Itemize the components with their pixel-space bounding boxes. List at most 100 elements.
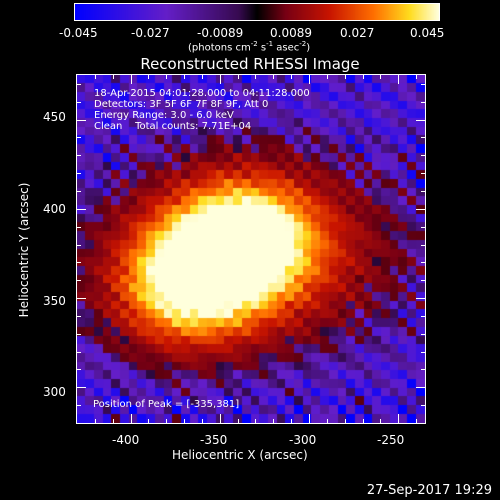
- axis-tick: [362, 419, 364, 423]
- axis-tick: [255, 75, 257, 79]
- axis-tick: [148, 75, 150, 79]
- colorbar-units: (photons cm-2 s-1 asec-2): [188, 40, 311, 54]
- x-tick-label: -350: [200, 433, 228, 447]
- axis-tick: [166, 419, 168, 423]
- axis-tick: [398, 75, 400, 84]
- axis-tick: [77, 191, 81, 192]
- info-counts: Clean Total counts: 7.71E+04: [94, 121, 252, 132]
- peak-position: Position of Peak = [-335,381]: [93, 399, 240, 410]
- axis-tick: [362, 75, 364, 79]
- axis-tick: [77, 226, 81, 228]
- axis-tick: [77, 298, 86, 300]
- colorbar-tick-label: 0.045: [410, 26, 445, 40]
- axis-tick: [77, 83, 81, 85]
- y-tick-label: 300: [43, 385, 66, 399]
- x-axis-label: Heliocentric X (arcsec): [172, 448, 308, 462]
- axis-tick: [421, 244, 425, 246]
- axis-tick: [421, 226, 425, 228]
- axis-tick: [291, 419, 293, 423]
- axis-tick: [416, 387, 425, 389]
- axis-tick: [326, 419, 328, 423]
- x-tick-label: -400: [112, 433, 140, 447]
- info-time-range: 18-Apr-2015 04:01:28.000 to 04:11:28.000: [94, 88, 310, 99]
- axis-tick: [148, 419, 150, 423]
- axis-tick: [130, 75, 132, 84]
- colorbar: [74, 3, 440, 21]
- axis-tick: [255, 419, 257, 423]
- axis-tick: [344, 419, 346, 423]
- footer-timestamp: 27-Sep-2017 19:29: [366, 483, 492, 498]
- x-tick-label: -250: [377, 433, 405, 447]
- axis-tick: [273, 419, 275, 423]
- axis-tick: [421, 101, 425, 103]
- axis-tick: [77, 137, 81, 139]
- axis-tick: [326, 75, 328, 79]
- axis-tick: [112, 419, 114, 423]
- axis-tick: [77, 351, 81, 353]
- rhessi-image: [77, 75, 425, 423]
- axis-tick: [94, 419, 96, 423]
- axis-tick: [416, 298, 425, 300]
- axis-tick: [273, 75, 275, 79]
- axis-tick: [416, 419, 418, 423]
- axis-tick: [309, 75, 310, 84]
- colorbar-tick-label: -0.027: [131, 26, 170, 40]
- axis-tick: [421, 351, 425, 353]
- axis-tick: [421, 280, 425, 282]
- y-tick-label: 400: [43, 202, 66, 216]
- y-axis-label: Heliocentric Y (arcsec): [17, 182, 31, 318]
- axis-tick: [219, 75, 221, 84]
- axis-tick: [421, 155, 425, 157]
- axis-tick: [380, 75, 382, 79]
- axis-tick: [77, 101, 81, 103]
- axis-tick: [77, 244, 81, 246]
- y-tick-label: 350: [43, 294, 66, 308]
- axis-tick: [94, 75, 96, 79]
- axis-tick: [416, 119, 425, 121]
- axis-tick: [416, 75, 418, 79]
- axis-tick: [421, 173, 425, 175]
- axis-tick: [130, 414, 132, 423]
- axis-tick: [77, 369, 81, 371]
- axis-tick: [421, 191, 425, 192]
- plot-title: Reconstructed RHESSI Image: [140, 55, 360, 73]
- colorbar-tick-label: -0.0089: [197, 26, 244, 40]
- axis-tick: [421, 333, 425, 335]
- axis-tick: [421, 83, 425, 85]
- axis-tick: [237, 419, 239, 423]
- axis-tick: [184, 75, 186, 79]
- info-detectors: Detectors: 3F 5F 6F 7F 8F 9F, Att 0: [94, 99, 269, 110]
- info-block: 18-Apr-2015 04:01:28.000 to 04:11:28.000…: [94, 88, 310, 132]
- info-energy: Energy Range: 3.0 - 6.0 keV: [94, 110, 234, 121]
- axis-tick: [77, 387, 86, 389]
- axis-tick: [421, 315, 425, 317]
- axis-tick: [77, 280, 81, 282]
- x-tick-label: -300: [289, 433, 317, 447]
- axis-tick: [219, 414, 221, 423]
- axis-tick: [77, 315, 81, 317]
- axis-tick: [77, 208, 86, 210]
- axis-tick: [291, 75, 293, 79]
- axis-tick: [77, 173, 81, 175]
- axis-tick: [421, 137, 425, 139]
- axis-tick: [77, 405, 81, 407]
- axis-tick: [201, 419, 203, 423]
- axis-tick: [309, 414, 310, 423]
- axis-tick: [416, 208, 425, 210]
- axis-tick: [77, 119, 86, 121]
- axis-tick: [184, 419, 186, 423]
- y-tick-label: 450: [43, 110, 66, 124]
- axis-tick: [112, 75, 114, 79]
- colorbar-tick-label: -0.045: [59, 26, 98, 40]
- axis-tick: [421, 405, 425, 407]
- axis-tick: [201, 75, 203, 79]
- axis-tick: [398, 414, 400, 423]
- axis-tick: [166, 75, 168, 79]
- axis-tick: [380, 419, 382, 423]
- image-plot: [76, 74, 426, 424]
- axis-tick: [77, 333, 81, 335]
- axis-tick: [77, 262, 81, 264]
- axis-tick: [237, 75, 239, 79]
- axis-tick: [344, 75, 346, 79]
- axis-tick: [77, 155, 81, 157]
